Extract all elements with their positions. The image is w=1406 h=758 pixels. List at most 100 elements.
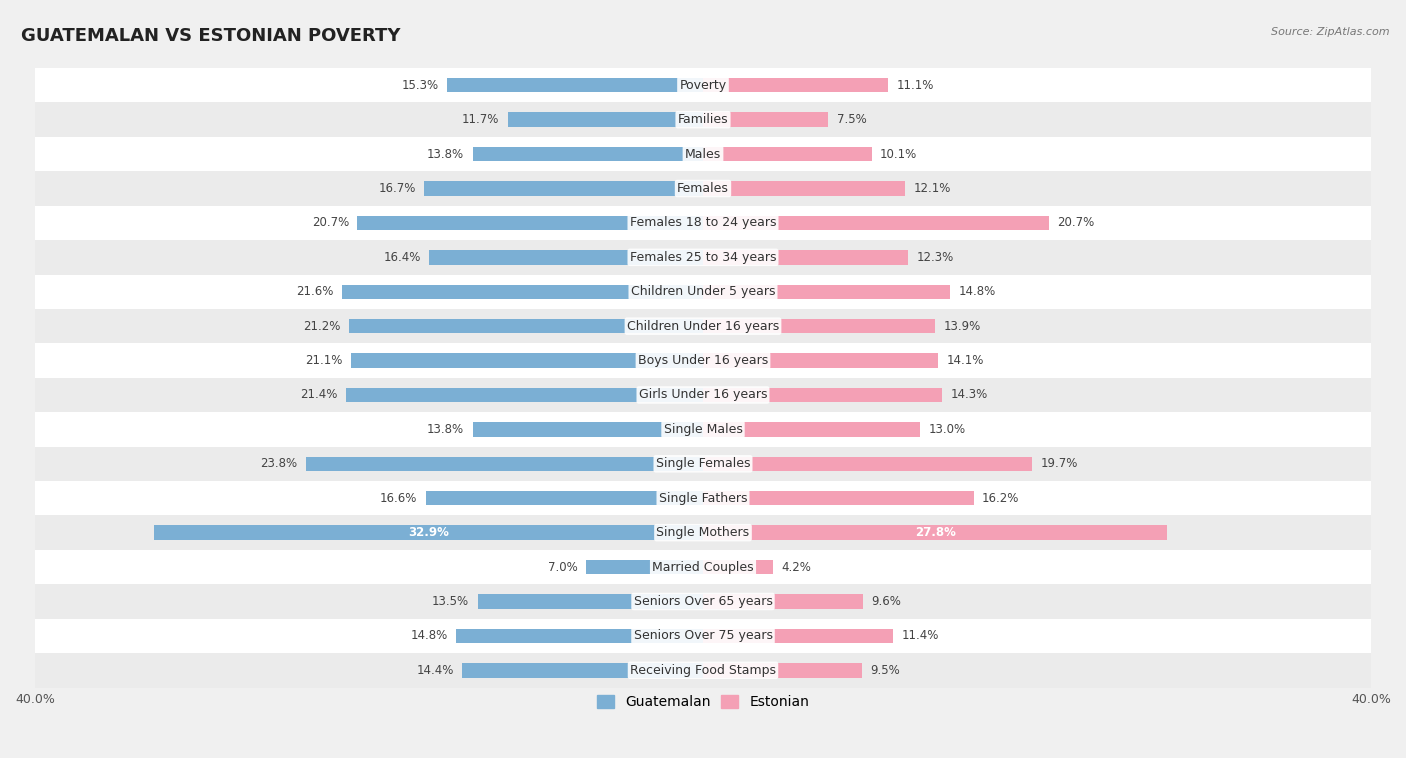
Text: Single Females: Single Females xyxy=(655,457,751,470)
Text: 11.4%: 11.4% xyxy=(901,629,939,642)
Bar xyxy=(703,353,938,368)
Text: 13.8%: 13.8% xyxy=(427,423,464,436)
Bar xyxy=(703,284,950,299)
Bar xyxy=(35,515,1371,550)
Text: Source: ZipAtlas.com: Source: ZipAtlas.com xyxy=(1271,27,1389,36)
Bar xyxy=(703,319,935,334)
Text: 10.1%: 10.1% xyxy=(880,148,917,161)
Bar xyxy=(349,319,703,334)
Text: 13.9%: 13.9% xyxy=(943,320,981,333)
Text: 21.1%: 21.1% xyxy=(305,354,342,367)
Bar xyxy=(35,240,1371,274)
Text: Single Males: Single Males xyxy=(664,423,742,436)
Text: 11.1%: 11.1% xyxy=(897,79,934,92)
Text: 13.0%: 13.0% xyxy=(928,423,966,436)
Text: 23.8%: 23.8% xyxy=(260,457,297,470)
Text: Children Under 5 years: Children Under 5 years xyxy=(631,285,775,298)
Bar xyxy=(447,78,703,92)
Text: Families: Families xyxy=(678,113,728,126)
Text: 15.3%: 15.3% xyxy=(402,79,439,92)
Bar xyxy=(426,491,703,506)
Text: 14.1%: 14.1% xyxy=(946,354,984,367)
Bar xyxy=(35,274,1371,309)
Text: 19.7%: 19.7% xyxy=(1040,457,1078,470)
Bar xyxy=(703,456,1032,471)
Text: Single Mothers: Single Mothers xyxy=(657,526,749,539)
Text: 32.9%: 32.9% xyxy=(408,526,449,539)
Bar xyxy=(342,284,703,299)
Bar xyxy=(703,663,862,678)
Bar xyxy=(350,353,703,368)
Bar xyxy=(429,250,703,265)
Text: Males: Males xyxy=(685,148,721,161)
Bar xyxy=(703,422,920,437)
Bar xyxy=(703,388,942,402)
Bar xyxy=(425,181,703,196)
Bar xyxy=(703,491,973,506)
Bar xyxy=(703,560,773,575)
Text: 20.7%: 20.7% xyxy=(312,217,349,230)
Text: 7.0%: 7.0% xyxy=(548,561,578,574)
Text: 7.5%: 7.5% xyxy=(837,113,866,126)
Text: GUATEMALAN VS ESTONIAN POVERTY: GUATEMALAN VS ESTONIAN POVERTY xyxy=(21,27,401,45)
Text: 4.2%: 4.2% xyxy=(782,561,811,574)
Text: Single Fathers: Single Fathers xyxy=(659,492,747,505)
Text: 16.7%: 16.7% xyxy=(378,182,416,195)
Bar xyxy=(586,560,703,575)
Text: 21.2%: 21.2% xyxy=(304,320,340,333)
Bar xyxy=(35,377,1371,412)
Text: 16.4%: 16.4% xyxy=(384,251,420,264)
Bar xyxy=(463,663,703,678)
Text: 27.8%: 27.8% xyxy=(915,526,956,539)
Bar xyxy=(35,68,1371,102)
Text: 14.8%: 14.8% xyxy=(411,629,447,642)
Bar xyxy=(35,653,1371,688)
Bar xyxy=(478,594,703,609)
Text: 16.2%: 16.2% xyxy=(981,492,1019,505)
Text: 21.4%: 21.4% xyxy=(299,389,337,402)
Text: 9.5%: 9.5% xyxy=(870,664,900,677)
Bar xyxy=(703,594,863,609)
Text: Females: Females xyxy=(678,182,728,195)
Text: 13.5%: 13.5% xyxy=(432,595,470,608)
Legend: Guatemalan, Estonian: Guatemalan, Estonian xyxy=(592,690,814,715)
Text: 11.7%: 11.7% xyxy=(461,113,499,126)
Text: 16.6%: 16.6% xyxy=(380,492,418,505)
Text: 9.6%: 9.6% xyxy=(872,595,901,608)
Text: 20.7%: 20.7% xyxy=(1057,217,1094,230)
Bar xyxy=(35,171,1371,205)
Bar xyxy=(703,216,1049,230)
Text: Receiving Food Stamps: Receiving Food Stamps xyxy=(630,664,776,677)
Bar xyxy=(35,584,1371,619)
Bar xyxy=(703,147,872,161)
Bar xyxy=(305,456,703,471)
Text: Females 25 to 34 years: Females 25 to 34 years xyxy=(630,251,776,264)
Bar xyxy=(703,250,908,265)
Text: 14.3%: 14.3% xyxy=(950,389,987,402)
Bar xyxy=(456,628,703,643)
Text: Seniors Over 75 years: Seniors Over 75 years xyxy=(634,629,772,642)
Text: 21.6%: 21.6% xyxy=(297,285,333,298)
Text: 14.4%: 14.4% xyxy=(416,664,454,677)
Text: 12.3%: 12.3% xyxy=(917,251,955,264)
Bar xyxy=(703,78,889,92)
Bar xyxy=(703,525,1167,540)
Bar xyxy=(35,205,1371,240)
Text: Seniors Over 65 years: Seniors Over 65 years xyxy=(634,595,772,608)
Bar xyxy=(35,137,1371,171)
Bar xyxy=(35,412,1371,446)
Text: Children Under 16 years: Children Under 16 years xyxy=(627,320,779,333)
Bar xyxy=(35,343,1371,377)
Text: Boys Under 16 years: Boys Under 16 years xyxy=(638,354,768,367)
Bar xyxy=(35,481,1371,515)
Bar xyxy=(346,388,703,402)
Bar xyxy=(357,216,703,230)
Bar xyxy=(703,181,905,196)
Bar xyxy=(508,112,703,127)
Bar xyxy=(703,112,828,127)
Text: Married Couples: Married Couples xyxy=(652,561,754,574)
Text: 14.8%: 14.8% xyxy=(959,285,995,298)
Text: 13.8%: 13.8% xyxy=(427,148,464,161)
Bar xyxy=(35,309,1371,343)
Text: Poverty: Poverty xyxy=(679,79,727,92)
